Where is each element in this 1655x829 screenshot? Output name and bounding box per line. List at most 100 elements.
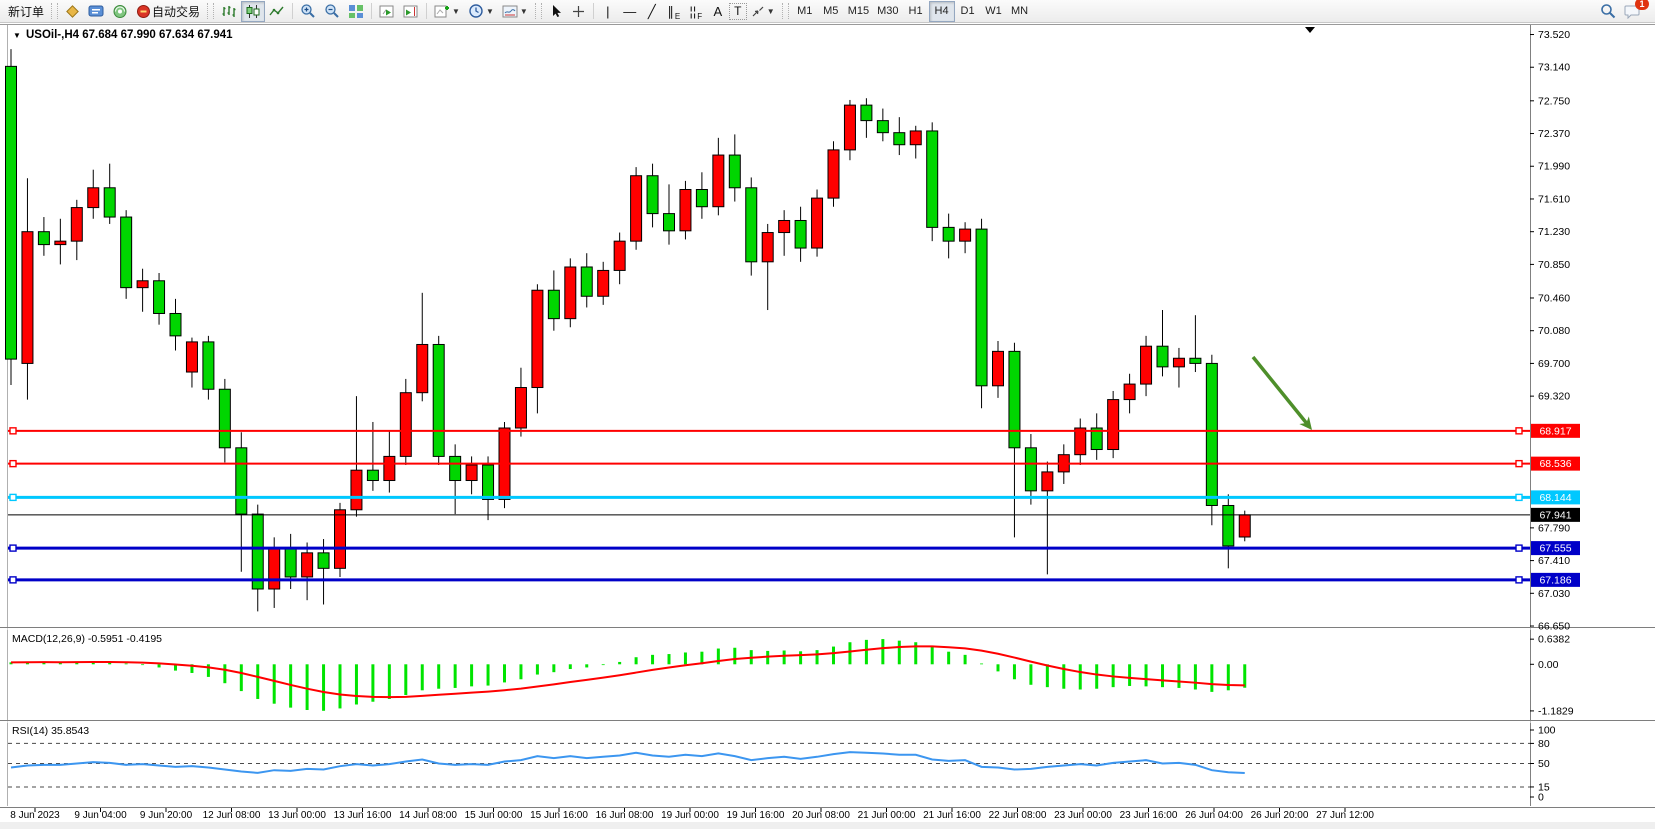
horizontal-line-button[interactable]: — (619, 1, 641, 22)
candle-down (646, 175, 659, 215)
notifications-button[interactable]: 1 (1620, 0, 1649, 22)
auto-scroll-button[interactable] (375, 1, 399, 22)
price-tick-label: 70.080 (1538, 325, 1570, 337)
timeframe-button-M1[interactable]: M1 (792, 1, 818, 22)
price-axis[interactable]: 73.520 73.140 72.750 72.370 71.990 71.610 71.2… (1530, 29, 1570, 633)
time-tick-label: 14 Jun 08:00 (399, 810, 457, 821)
timeframe-button-H4[interactable]: H4 (928, 0, 955, 22)
candle-down (251, 513, 264, 590)
hline-68.536[interactable]: 68.536 (8, 456, 1580, 471)
timeframe-button-M15[interactable]: M15 (844, 1, 873, 22)
timeframe-button-M5[interactable]: M5 (818, 1, 844, 22)
dropdown-arrow-icon: ▼ (452, 6, 460, 16)
candle-down (103, 187, 116, 218)
candle-down (1156, 345, 1169, 368)
candlesticks (5, 49, 1251, 612)
time-tick-label: 8 Jun 2023 (10, 810, 60, 821)
timeframe-button-D1[interactable]: D1 (955, 1, 981, 22)
candle-up (827, 149, 840, 199)
zoom-in-button[interactable] (296, 1, 320, 22)
price-badge-label: 68.144 (1539, 492, 1571, 504)
text-label-button[interactable]: T (728, 2, 747, 20)
new-order-button[interactable]: 新订单 (4, 1, 48, 22)
autotrading-button[interactable]: 自动交易 (132, 1, 204, 22)
candle-up (1140, 345, 1153, 385)
line-handle (9, 427, 17, 435)
time-tick-label: 22 Jun 08:00 (989, 810, 1047, 821)
timeframe-button-W1[interactable]: W1 (981, 1, 1007, 22)
price-badge-label: 67.555 (1539, 543, 1571, 555)
price-badge-label: 67.941 (1539, 509, 1571, 521)
timeframe-button-M30[interactable]: M30 (873, 1, 902, 22)
candle-down (482, 464, 495, 500)
candle-up (811, 197, 824, 249)
trendline-button[interactable]: ╱ (641, 1, 663, 22)
candle-down (218, 388, 231, 449)
zoom-out-button[interactable] (320, 1, 344, 22)
line-handle (1515, 459, 1523, 468)
bar-chart-button[interactable] (217, 1, 241, 22)
time-tick-label: 19 Jun 00:00 (661, 810, 719, 821)
cursor-button[interactable] (545, 1, 567, 22)
candle-up (399, 392, 412, 457)
candle-down (1008, 350, 1021, 449)
candle-up (1123, 383, 1136, 401)
search-icon[interactable] (1596, 1, 1620, 22)
symbol-dropdown-icon: ▼ (13, 31, 21, 40)
timeframe-button-H1[interactable]: H1 (903, 1, 929, 22)
line-chart-button[interactable] (265, 1, 289, 22)
crosshair-button[interactable] (567, 1, 590, 22)
candle-up (268, 548, 281, 590)
hline-67.555[interactable]: 67.555 (8, 541, 1580, 556)
rsi-tick-label: 0 (1538, 792, 1544, 804)
time-tick-label: 26 Jun 20:00 (1251, 810, 1309, 821)
line-handle (1515, 544, 1523, 552)
candle-up (564, 266, 577, 320)
chart-area: 73.520 73.140 72.750 72.370 71.990 71.610 71.2… (0, 23, 1655, 829)
chart-shift-button[interactable] (399, 1, 423, 22)
rsi-tick-label: 80 (1538, 738, 1550, 750)
indicators-button[interactable]: ▼ (430, 1, 464, 22)
time-tick-label: 13 Jun 00:00 (268, 810, 326, 821)
candle-up (992, 350, 1004, 387)
vertical-line-button[interactable]: | (597, 1, 619, 22)
candle-down (975, 228, 988, 387)
candle-down (1024, 447, 1037, 492)
hline-67.941[interactable]: 67.941 (8, 507, 1580, 522)
periods-button[interactable]: ▼ (464, 1, 498, 22)
arrows-tool-button[interactable]: ▼ (747, 1, 779, 22)
candle-up (465, 464, 478, 482)
price-badge (1531, 490, 1580, 505)
channel-button[interactable]: ∥ E (663, 1, 685, 22)
price-badge (1531, 423, 1580, 438)
dropdown-arrow-icon: ▼ (485, 6, 494, 16)
hline-67.186[interactable]: 67.186 (8, 572, 1580, 587)
candle-down (366, 469, 379, 482)
tile-windows-button[interactable] (344, 1, 368, 22)
signals-icon[interactable] (108, 1, 132, 22)
rsi-tick-label: 100 (1538, 725, 1556, 737)
symbol-ohlc-label: USOil-,H4 67.684 67.990 67.634 67.941 (26, 29, 233, 41)
arrow-annotation[interactable] (1251, 355, 1312, 430)
time-tick-label: 23 Jun 16:00 (1120, 810, 1178, 821)
candle-down (1205, 362, 1218, 506)
rsi-line (10, 751, 1245, 774)
autotrading-label: 自动交易 (152, 4, 201, 19)
candlestick-chart-button[interactable] (241, 0, 266, 22)
line-handle (1515, 427, 1523, 435)
hline-68.917[interactable]: 68.917 (8, 423, 1580, 438)
time-axis[interactable]: 8 Jun 2023 9 Jun 04:00 9 Jun 20:00 12 Jun 0… (10, 808, 1374, 821)
terminal-icon[interactable] (84, 1, 108, 22)
price-tick-label: 67.410 (1538, 555, 1570, 567)
market-watch-icon[interactable] (61, 1, 84, 22)
candle-down (449, 455, 462, 482)
macd-panel: MACD(12,26,9) -0.5951 -0.4195 0.6382 0.00 -… (9, 633, 1574, 717)
price-tick-label: 71.230 (1538, 226, 1570, 238)
text-tool-button[interactable]: A (707, 1, 729, 22)
hline-68.144[interactable]: 68.144 (8, 490, 1580, 505)
toolbar-grip (207, 3, 215, 19)
fibonacci-button[interactable]: ¦¦ F (685, 1, 707, 22)
templates-button[interactable]: ▼ (498, 1, 532, 22)
timeframe-button-MN[interactable]: MN (1007, 1, 1033, 22)
candle-up (334, 509, 346, 569)
